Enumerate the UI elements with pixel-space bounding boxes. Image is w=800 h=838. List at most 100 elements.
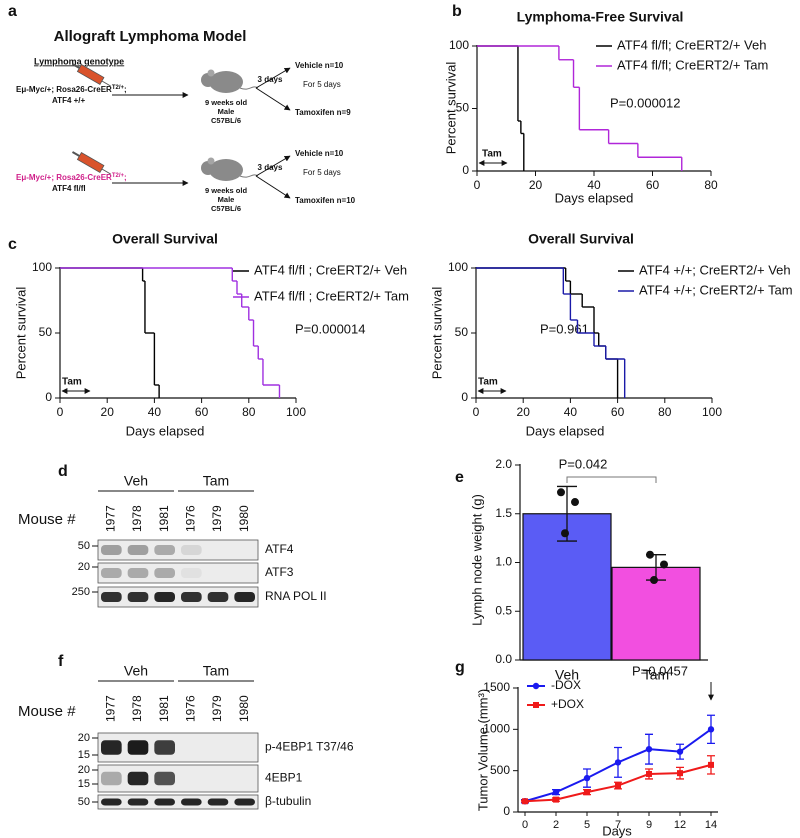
band [101,798,122,806]
y-tick-label: 0 [503,804,510,818]
band [207,592,229,602]
genotype-part: T2/+ [112,173,125,179]
lane-label: 1978 [130,695,144,722]
step-drop [558,46,683,171]
band [234,592,255,602]
arm: Tamoxifen n=9 [295,108,351,117]
mouse-icon [201,69,259,93]
lane-label: 1980 [237,505,251,532]
mouse-ear [207,157,215,165]
lane-label: 1980 [237,695,251,722]
arm: Tamoxifen n=10 [295,196,356,205]
legend-marker [532,682,540,690]
data-point [571,498,579,507]
x-tick-label: 12 [674,819,686,831]
point-marker [584,789,590,796]
mw-marker: 20 [78,561,90,573]
p-value: P=0.000012 [610,95,680,110]
band [101,740,122,755]
y-axis-label: Percent survival [443,62,458,155]
x-tick-label: 40 [564,405,578,419]
panel-letter: f [58,653,64,670]
blot-row-label: β-tubulin [265,794,311,808]
arm: Vehicle n=10 [295,149,344,158]
panel-letter: g [455,659,465,676]
y-tick-label: 1000 [483,722,510,736]
lane-label: 1979 [210,695,224,722]
y-axis-label: Percent survival [429,287,444,380]
band [101,545,122,555]
x-tick-label: 40 [587,178,601,192]
chart-title: Lymphoma-Free Survival [517,9,684,25]
p-value: P=0.000014 [295,321,365,336]
mouse-info: C57BL/6 [211,204,241,213]
genotype: Eμ-Myc/+; Rosa26-CreERT2/+; [16,173,127,183]
syringe-icon [71,151,111,175]
x-tick-label: 80 [242,405,256,419]
band [181,568,202,578]
p-value: P=0.0457 [632,663,688,678]
point-marker [552,788,560,796]
chart-title: Overall Survival [528,231,634,247]
point-marker [707,726,715,733]
x-tick-label: 80 [704,178,718,192]
y-tick-label: 50 [456,101,470,115]
step-drop [564,268,619,398]
mw-marker: 20 [78,732,90,744]
mouse-info: C57BL/6 [211,116,241,125]
lane-label: 1976 [184,695,198,722]
mouse-info: Male [218,195,235,204]
band [181,798,202,806]
mw-marker: 50 [78,540,90,552]
x-tick-label: 60 [611,405,625,419]
mw-marker: 250 [72,586,90,598]
data-point [561,529,569,538]
legend-label: -DOX [551,678,581,692]
group-label: Tam [203,473,229,489]
x-tick-label: 7 [615,819,621,831]
syringe-needle [101,168,111,175]
x-axis-label: Days elapsed [526,423,605,438]
panel-letter: c [8,236,17,253]
mouse-info: 9 weeks old [205,98,248,107]
blot-row-label: RNA POL II [265,589,327,603]
y-axis-label: Tumor Volume (mm³) [475,689,490,811]
band [154,592,175,602]
band [234,798,255,806]
x-axis-label: Days [602,823,632,838]
band [101,771,122,786]
x-tick-label: 0 [57,405,64,419]
legend-label: ATF4 fl/fl ; CreERT2/+ Tam [254,288,409,303]
x-tick-label: 100 [702,405,722,419]
x-tick-label: 100 [286,405,306,419]
legend-label: ATF4 +/+; CreERT2/+ Tam [639,282,793,297]
blot-strip [97,794,259,810]
point-marker [615,782,621,789]
y-tick-label: 500 [490,763,510,777]
data-point [660,560,668,569]
x-tick-label: 9 [646,819,652,831]
group-label: Tam [203,663,229,679]
chart-title: Overall Survival [112,231,218,247]
mw-marker: 20 [78,764,90,776]
x-tick-label: 20 [517,405,531,419]
x-tick-label: Veh [555,667,579,683]
mouse-icon [201,157,259,181]
blot-row-label: ATF3 [265,565,294,579]
y-axis-label: Percent survival [13,287,28,380]
band [154,568,175,578]
p-value: P=0.042 [559,456,608,471]
data-point [646,550,654,559]
panel-letter: b [452,3,462,20]
legend-label: +DOX [551,697,584,711]
x-tick-label: 60 [646,178,660,192]
band [154,545,175,555]
blot-strip [97,562,259,584]
step-drop [517,46,525,171]
duration: For 5 days [303,80,341,89]
treatment-label: Tam [62,377,82,388]
mouse-info: 9 weeks old [205,186,248,195]
panel-letter: e [455,469,464,486]
point-marker [583,774,591,782]
step-drop [562,268,626,398]
